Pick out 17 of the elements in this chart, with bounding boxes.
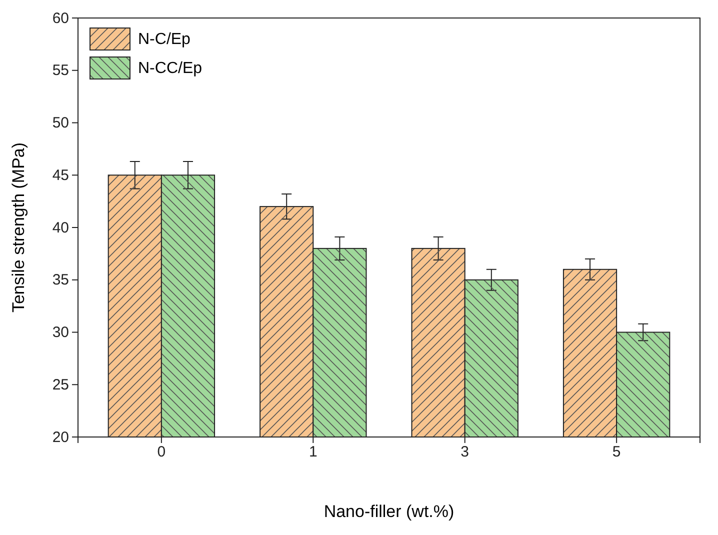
y-tick-label: 40 xyxy=(52,219,69,236)
y-tick-label: 30 xyxy=(52,324,69,342)
y-tick-label: 60 xyxy=(52,10,69,27)
x-axis-title: Nano-filler (wt.%) xyxy=(324,502,454,521)
x-tick-label: 3 xyxy=(460,444,470,461)
y-tick-label: 20 xyxy=(52,428,69,446)
y-axis-title: Tensile strength (MPa) xyxy=(9,142,28,313)
x-tick-label: 0 xyxy=(157,444,166,461)
x-tick-label: 1 xyxy=(308,444,318,461)
legend-label: N-CC/Ep xyxy=(138,60,202,77)
y-tick-label: 25 xyxy=(52,376,69,394)
x-tick-label: 5 xyxy=(612,444,621,461)
y-tick-label: 35 xyxy=(52,272,69,289)
y-tick-label: 45 xyxy=(52,166,69,184)
y-tick-label: 50 xyxy=(52,114,69,132)
legend-label: N-C/Ep xyxy=(138,31,191,48)
y-tick-label: 55 xyxy=(52,62,69,80)
